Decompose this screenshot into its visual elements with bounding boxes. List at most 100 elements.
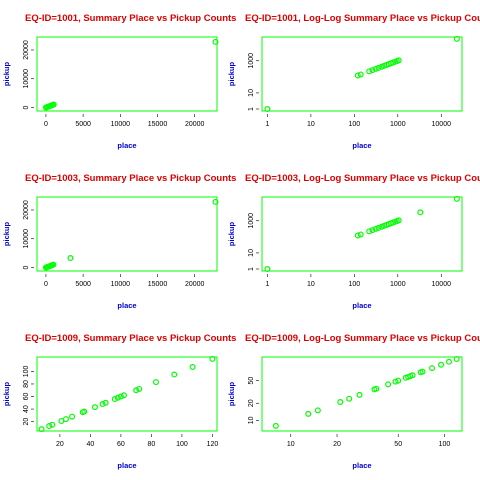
y-tick-label: 10000 — [23, 229, 30, 249]
plot-frame — [36, 196, 218, 272]
x-axis-label: place — [117, 301, 136, 310]
chart-title: EQ-ID=1009, Log-Log Summary Place vs Pic… — [245, 333, 480, 344]
y-tick-label: 100 — [23, 365, 30, 377]
chart-title: EQ-ID=1003, Summary Place vs Pickup Coun… — [25, 173, 236, 184]
x-axis-label: place — [352, 141, 371, 150]
chart-title: EQ-ID=1001, Log-Log Summary Place vs Pic… — [245, 13, 480, 24]
data-point — [385, 381, 392, 388]
y-axis-label: pickup — [227, 221, 236, 246]
x-tick-label: 40 — [86, 441, 94, 448]
x-tick-label: 20 — [333, 441, 341, 448]
y-tick-label: 20 — [248, 399, 255, 407]
plot-frame — [36, 36, 218, 112]
x-tick-label: 100 — [349, 121, 361, 128]
x-tick-label: 5000 — [75, 281, 91, 288]
data-point — [438, 361, 445, 368]
chart-panel-5: EQ-ID=1009, Summary Place vs Pickup Coun… — [2, 333, 236, 470]
data-point — [453, 355, 460, 362]
y-tick-label: 1000 — [248, 53, 255, 69]
data-point — [369, 227, 376, 234]
data-point — [346, 395, 353, 402]
data-point — [366, 68, 373, 75]
data-point — [453, 195, 460, 202]
y-tick-label: 40 — [23, 405, 30, 413]
data-point — [375, 64, 382, 71]
data-point — [209, 355, 216, 362]
y-tick-label: 1 — [248, 107, 255, 111]
y-axis-label: pickup — [2, 381, 11, 406]
data-point — [395, 57, 402, 64]
data-point — [212, 38, 219, 45]
chart-panel-3: EQ-ID=1003, Summary Place vs Pickup Coun… — [2, 173, 236, 310]
chart-panel-6: EQ-ID=1009, Log-Log Summary Place vs Pic… — [227, 333, 480, 470]
x-tick-label: 10000 — [111, 121, 131, 128]
y-tick-label: 10 — [248, 249, 255, 257]
data-point — [409, 372, 416, 379]
x-tick-label: 0 — [44, 281, 48, 288]
chart-title: EQ-ID=1003, Log-Log Summary Place vs Pic… — [245, 173, 480, 184]
data-point — [419, 368, 426, 375]
x-tick-label: 100 — [349, 281, 361, 288]
data-point — [50, 261, 57, 268]
x-tick-label: 10000 — [432, 121, 452, 128]
data-point — [189, 364, 196, 371]
data-point — [354, 232, 361, 239]
plot-frame — [261, 36, 463, 112]
y-tick-label: 1000 — [248, 213, 255, 229]
y-tick-label: 10 — [248, 89, 255, 97]
data-point — [264, 105, 271, 112]
x-axis-label: place — [117, 141, 136, 150]
x-tick-label: 20000 — [185, 281, 205, 288]
plot-frame — [261, 196, 463, 272]
y-tick-label: 0 — [23, 265, 30, 269]
x-tick-label: 100 — [176, 441, 188, 448]
x-axis-label: place — [352, 461, 371, 470]
data-point — [99, 401, 106, 408]
y-tick-label: 50 — [248, 377, 255, 385]
chart-panel-4: EQ-ID=1003, Log-Log Summary Place vs Pic… — [227, 173, 480, 310]
data-point — [392, 378, 399, 385]
x-tick-label: 15000 — [148, 121, 168, 128]
data-point — [67, 255, 74, 262]
plot-frame — [261, 356, 463, 432]
data-point — [38, 426, 45, 433]
data-point — [114, 394, 121, 401]
data-point — [429, 365, 436, 372]
data-point — [372, 225, 379, 232]
y-axis-label: pickup — [2, 61, 11, 86]
data-point — [81, 408, 88, 415]
y-tick-label: 20000 — [23, 40, 30, 60]
x-tick-label: 80 — [148, 441, 156, 448]
data-point — [111, 396, 118, 403]
data-point — [373, 385, 380, 392]
data-point — [69, 413, 76, 420]
y-tick-label: 10000 — [23, 69, 30, 89]
data-point — [152, 379, 159, 386]
x-tick-label: 10 — [307, 121, 315, 128]
data-point — [314, 407, 321, 414]
data-point — [417, 209, 424, 216]
data-point — [375, 224, 382, 231]
data-point — [369, 67, 376, 74]
y-tick-label: 1 — [248, 267, 255, 271]
data-point — [91, 404, 98, 411]
x-tick-label: 1 — [265, 281, 269, 288]
data-point — [305, 410, 312, 417]
data-point — [120, 392, 127, 399]
y-tick-label: 20 — [23, 418, 30, 426]
y-tick-label: 80 — [23, 380, 30, 388]
x-axis-label: place — [352, 301, 371, 310]
data-point — [133, 387, 140, 394]
chart-panel-1: EQ-ID=1001, Summary Place vs Pickup Coun… — [2, 13, 236, 150]
data-point — [50, 101, 57, 108]
x-tick-label: 20000 — [185, 121, 205, 128]
data-point — [357, 71, 364, 78]
data-point — [366, 228, 373, 235]
x-tick-label: 15000 — [148, 281, 168, 288]
data-point — [46, 422, 53, 429]
y-tick-label: 10 — [248, 416, 255, 424]
x-tick-label: 120 — [207, 441, 219, 448]
x-tick-label: 1 — [265, 121, 269, 128]
x-tick-label: 20 — [56, 441, 64, 448]
